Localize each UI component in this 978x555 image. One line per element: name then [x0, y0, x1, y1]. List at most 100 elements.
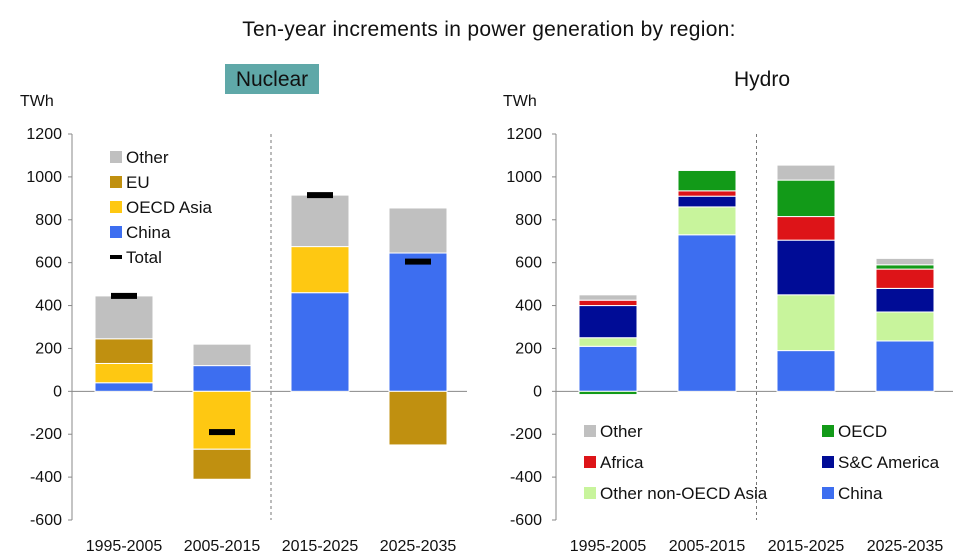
legend-swatch-total — [110, 255, 122, 259]
y-tick-label: 600 — [515, 255, 542, 272]
bar-other-2015-2025 — [776, 164, 836, 181]
legend-label-africa: Africa — [600, 453, 644, 472]
x-tick-label: 2005-2015 — [184, 538, 261, 555]
bar-africa-2025-2035 — [875, 268, 935, 289]
bar-eu-1995-2005 — [94, 338, 154, 364]
bar-other-non-oecd-asia-2025-2035 — [875, 311, 935, 342]
bar-oecd-asia-2005-2015 — [192, 390, 252, 450]
bar-china-2005-2015 — [192, 365, 252, 392]
chart-hydro: Hydro TWh -600 -400 -200 0 200 400 600 800 1000 120… — [503, 68, 953, 555]
total-marker-1995-2005 — [111, 292, 137, 299]
legend-swatch-africa — [584, 456, 596, 468]
bar-china-1995-2005 — [578, 345, 638, 392]
legend-label-other: Other — [600, 422, 643, 441]
legend-label-sandc-america: S&C America — [838, 453, 940, 472]
legend-swatch-sandc-america — [822, 456, 834, 468]
y-unit-label: TWh — [503, 93, 537, 110]
y-tick-label: 800 — [515, 212, 542, 229]
legend-label-china: China — [126, 223, 171, 242]
y-tick-label: 1000 — [26, 169, 62, 186]
y-tick-label: -400 — [30, 469, 62, 486]
legend-label-eu: EU — [126, 173, 150, 192]
y-tick-label: -200 — [30, 426, 62, 443]
bar-oecd-1995-2005 — [578, 390, 638, 396]
bar-other-1995-2005 — [94, 295, 154, 340]
bar-china-2015-2025 — [776, 350, 836, 392]
legend-swatch-other-non-oecd-asia — [584, 487, 596, 499]
bar-africa-2005-2015 — [677, 190, 737, 197]
chart-nuclear: Nuclear TWh -600 -400 -200 0 200 400 600 800 1000 1… — [20, 64, 467, 555]
legend-swatch-oecd-asia — [110, 201, 122, 213]
bar-china-2015-2025 — [290, 292, 350, 392]
bar-other-1995-2005 — [578, 294, 638, 301]
legend-swatch-other — [110, 151, 122, 163]
bar-sandc-america-2005-2015 — [677, 195, 737, 208]
total-marker-2015-2025 — [307, 192, 333, 199]
total-marker-2025-2035 — [405, 258, 431, 265]
y-tick-label: 200 — [515, 340, 542, 357]
bar-africa-2015-2025 — [776, 216, 836, 241]
y-tick-label: -400 — [510, 469, 542, 486]
bar-oecd-2015-2025 — [776, 179, 836, 218]
legend-swatch-eu — [110, 176, 122, 188]
bar-eu-2025-2035 — [388, 390, 448, 446]
y-tick-label: 1200 — [26, 126, 62, 143]
legend: Other EU OECD Asia China Total — [110, 148, 213, 267]
legend-label-oecd: OECD — [838, 422, 887, 441]
bar-sandc-america-2015-2025 — [776, 239, 836, 296]
y-tick-label: 400 — [515, 298, 542, 315]
legend-label-other: Other — [126, 148, 169, 167]
bar-china-2005-2015 — [677, 234, 737, 392]
legend-swatch-other — [584, 425, 596, 437]
bar-other-2025-2035 — [875, 257, 935, 266]
y-tick-label: 800 — [35, 212, 62, 229]
y-tick-label: 400 — [35, 298, 62, 315]
total-marker-2005-2015 — [209, 429, 235, 436]
x-tick-label: 1995-2005 — [570, 538, 647, 555]
bar-other-2005-2015 — [192, 343, 252, 367]
x-tick-label: 2025-2035 — [867, 538, 944, 555]
y-tick-label: -200 — [510, 426, 542, 443]
bar-china-2025-2035 — [875, 340, 935, 392]
y-tick-label: 200 — [35, 340, 62, 357]
bar-other-2015-2025 — [290, 194, 350, 248]
x-tick-label: 2005-2015 — [669, 538, 746, 555]
legend-label-oecd-asia: OECD Asia — [126, 198, 213, 217]
x-tick-label: 2025-2035 — [380, 538, 457, 555]
legend-label-total: Total — [126, 248, 162, 267]
bar-eu-2005-2015 — [192, 448, 252, 480]
legend-swatch-china — [822, 487, 834, 499]
chart-title: Hydro — [734, 68, 790, 91]
y-tick-label: 1000 — [506, 169, 542, 186]
bar-china-2025-2035 — [388, 252, 448, 392]
y-tick-label: 600 — [35, 255, 62, 272]
bar-other-non-oecd-asia-2015-2025 — [776, 294, 836, 352]
x-tick-label: 2015-2025 — [768, 538, 845, 555]
bar-sandc-america-1995-2005 — [578, 305, 638, 339]
bar-oecd-2025-2035 — [875, 264, 935, 270]
title-highlight — [225, 64, 319, 94]
bar-other-non-oecd-asia-1995-2005 — [578, 337, 638, 347]
y-tick-label: -600 — [30, 512, 62, 529]
x-tick-label: 1995-2005 — [86, 538, 163, 555]
bar-oecd-asia-2015-2025 — [290, 246, 350, 294]
chart-title: Nuclear — [236, 68, 308, 91]
y-unit-label: TWh — [20, 93, 54, 110]
main-title: Ten-year increments in power generation … — [242, 18, 736, 41]
bar-other-2025-2035 — [388, 207, 448, 254]
bar-oecd-2005-2015 — [677, 169, 737, 192]
y-tick-label: 0 — [53, 383, 62, 400]
bar-africa-1995-2005 — [578, 299, 638, 307]
y-tick-label: -600 — [510, 512, 542, 529]
legend: Other OECD Africa S&C America Other non-OECD… — [584, 422, 940, 503]
legend-swatch-oecd — [822, 425, 834, 437]
bar-other-non-oecd-asia-2005-2015 — [677, 206, 737, 236]
x-tick-label: 2015-2025 — [282, 538, 359, 555]
legend-label-china: China — [838, 484, 883, 503]
y-tick-label: 0 — [533, 383, 542, 400]
y-tick-label: 1200 — [506, 126, 542, 143]
bar-china-1995-2005 — [94, 382, 154, 392]
bar-sandc-america-2025-2035 — [875, 287, 935, 313]
